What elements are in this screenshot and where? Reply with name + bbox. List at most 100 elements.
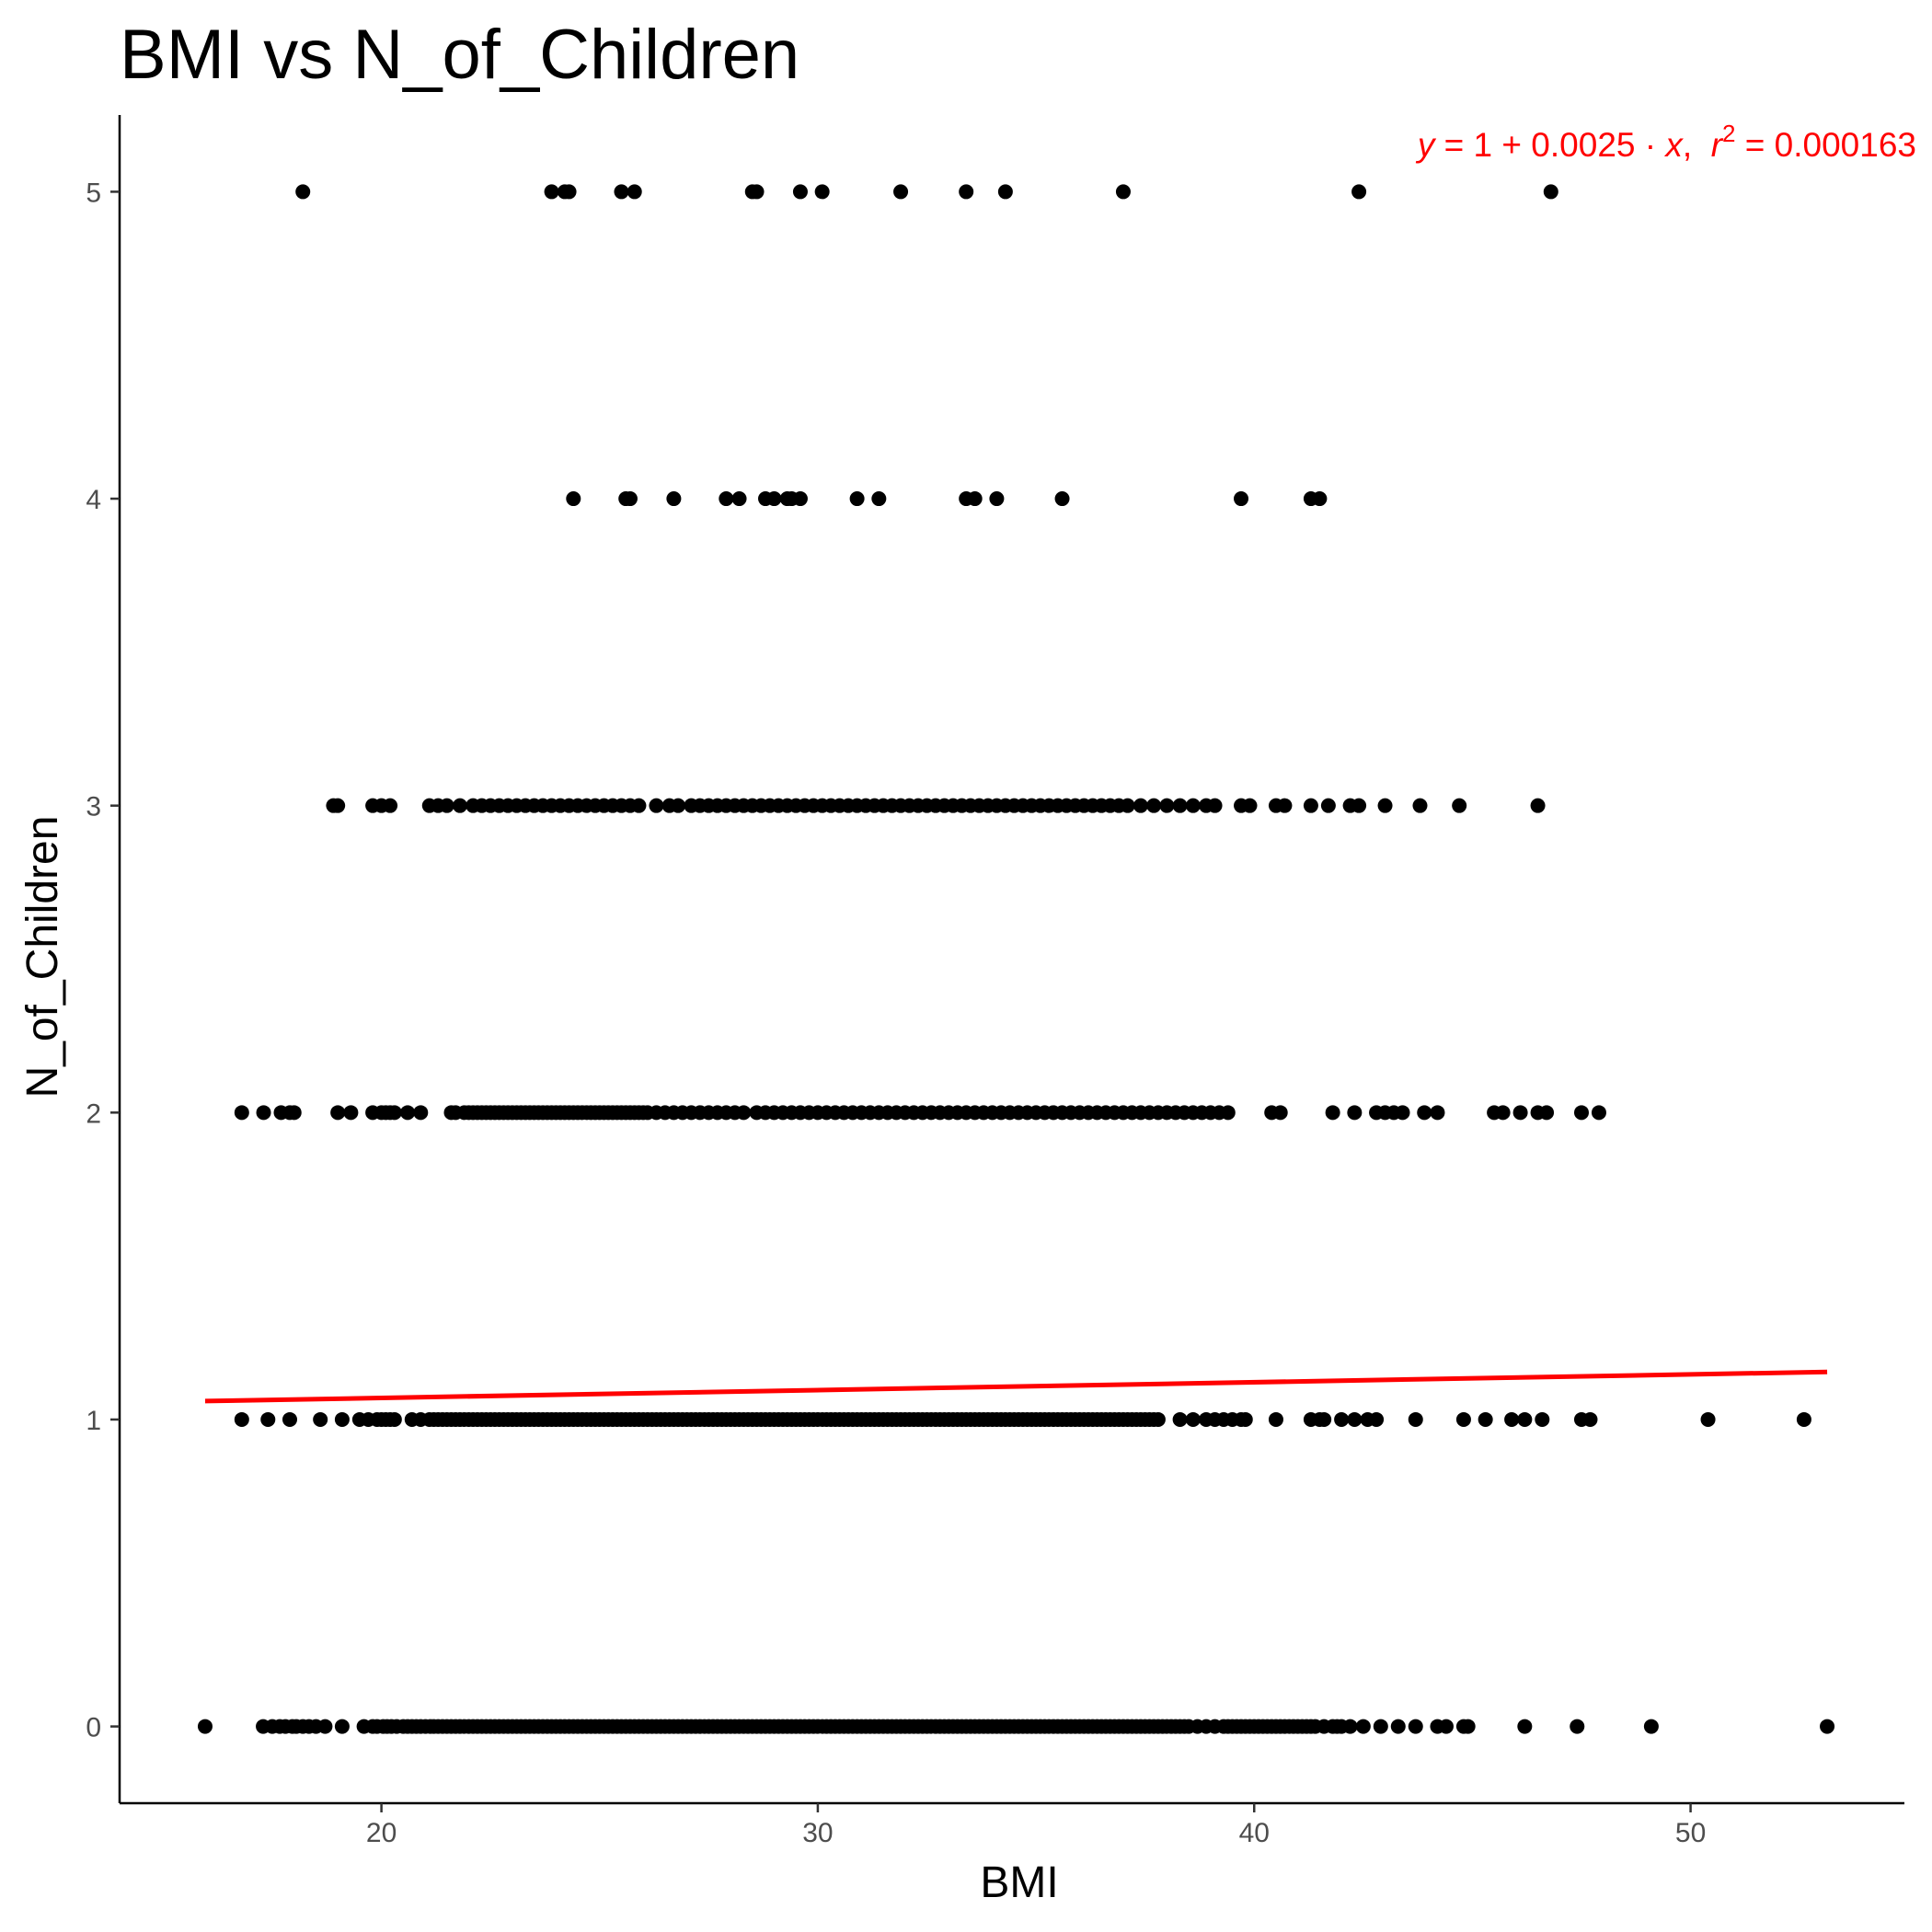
data-point [1517,1719,1533,1734]
y-tick-label: 0 [86,1713,101,1743]
data-point [1355,1719,1371,1734]
data-point [967,491,983,507]
data-point [234,1105,249,1121]
data-point [1334,1411,1350,1427]
data-point [566,491,581,507]
regression-line [204,1369,1828,1404]
data-point [849,491,865,507]
data-point [1237,1411,1253,1427]
data-point [893,184,909,200]
data-point [1390,1719,1406,1734]
data-point [1373,1719,1388,1734]
data-point [1543,184,1558,200]
data-point [792,491,808,507]
data-point [1591,1105,1606,1121]
equation-part1: = 1 + 0.0025 · [1434,126,1665,164]
data-point [666,491,682,507]
equation-r: r [1711,126,1724,164]
data-point [544,184,559,200]
data-point [1220,1105,1236,1121]
data-point [1150,1411,1166,1427]
y-tick-label: 2 [86,1098,101,1129]
data-point [1185,1411,1201,1427]
data-point [671,798,686,813]
y-axis-title: N_of_Children [18,816,67,1098]
y-tick-label: 1 [86,1406,101,1436]
data-point [1535,1411,1550,1427]
data-point [343,1105,359,1121]
data-point [1054,491,1070,507]
data-point [1395,1105,1410,1121]
regression-layer [204,1369,1828,1404]
data-point [871,491,887,507]
data-point [1495,1105,1511,1121]
data-point [413,1105,429,1121]
data-point [1408,1411,1423,1427]
data-point [383,798,398,813]
x-tick-label: 30 [802,1818,833,1848]
data-point [814,184,830,200]
data-point [334,1411,350,1427]
data-point [386,1105,402,1121]
data-point [1325,1105,1340,1121]
data-point [313,1411,328,1427]
data-point [1412,798,1428,813]
data-point [1317,1411,1332,1427]
ticks-layer: 20 30 40 50 0 1 2 3 4 5 [86,178,1706,1848]
equation-x: x [1663,126,1684,164]
data-point [1268,1411,1283,1427]
points-layer [197,184,1835,1734]
data-point [792,184,808,200]
data-point [749,184,765,200]
equation-y: y [1415,126,1437,164]
data-point [1478,1411,1493,1427]
data-point [959,184,974,200]
data-point [1185,798,1201,813]
data-point [731,491,747,507]
data-point [1172,798,1188,813]
data-point [1504,1411,1520,1427]
data-point [1234,491,1249,507]
data-point [997,184,1013,200]
data-point [719,491,734,507]
x-tick-label: 40 [1239,1818,1270,1848]
data-point [1172,1411,1188,1427]
data-point [1242,798,1258,813]
data-point [439,798,454,813]
x-tick-label: 20 [366,1818,397,1848]
data-point [334,1719,350,1734]
x-axis-title: BMI [980,1858,1058,1907]
data-point [1312,491,1328,507]
data-point [1573,1105,1589,1121]
data-point [649,798,664,813]
data-point [1700,1411,1716,1427]
data-point [330,798,346,813]
data-point [1417,1105,1432,1121]
data-point [1452,798,1467,813]
data-point [317,1719,333,1734]
data-point [561,184,577,200]
y-tick-label: 4 [86,485,101,515]
x-tick-label: 50 [1675,1818,1706,1848]
equation-sup: 2 [1722,120,1735,147]
regression-equation: y = 1 + 0.0025 · x, r2 = 0.000163 [1415,120,1916,164]
y-tick-label: 5 [86,178,101,208]
equation-part2: = 0.000163 [1736,126,1917,164]
data-point [1120,798,1135,813]
data-point [1539,1105,1555,1121]
data-point [1351,798,1367,813]
data-point [1303,798,1318,813]
data-point [1369,1411,1385,1427]
data-point [1277,798,1293,813]
data-point [1272,1105,1288,1121]
data-point [1460,1719,1476,1734]
data-point [989,491,1005,507]
y-tick-label: 3 [86,792,101,822]
data-point [614,184,629,200]
data-point [1146,798,1162,813]
data-point [1512,1105,1528,1121]
data-point [1570,1719,1585,1734]
data-point [1530,798,1546,813]
data-point [1438,1719,1454,1734]
